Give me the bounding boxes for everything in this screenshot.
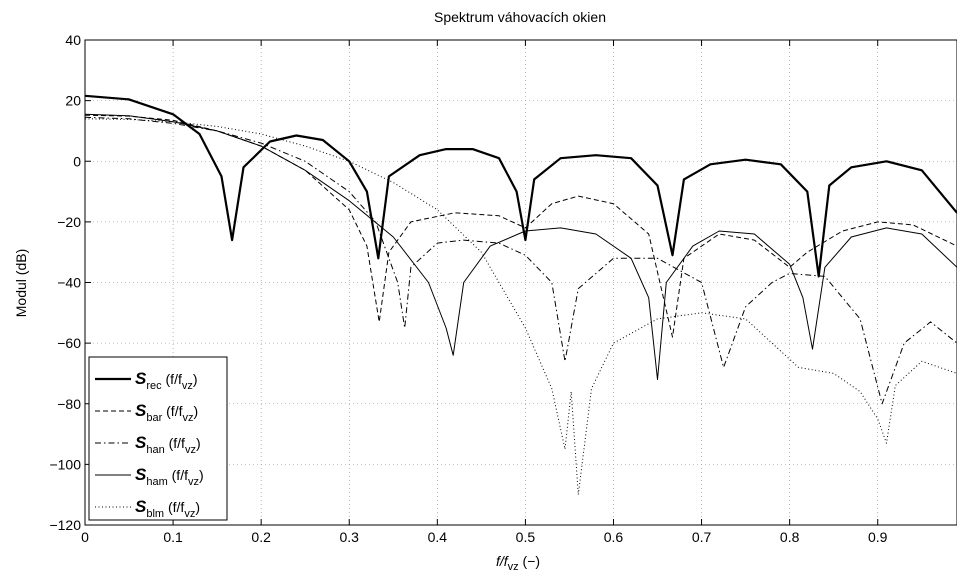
legend-box [88,356,228,521]
x-tick-label: 0.8 [780,529,800,545]
y-tick-label: 0 [73,153,81,169]
series-line-ham [84,113,957,380]
x-tick-label: 0.7 [692,529,712,545]
x-tick-label: 0.9 [868,529,888,545]
x-axis-label-sub: vz [508,561,519,573]
x-axis-label-main: f/f [496,553,510,569]
series-line-bar [84,114,957,338]
y-tick-label: −20 [57,214,81,230]
chart-title: Spektrum váhovacích okien [434,9,606,25]
x-axis-label: f/fvz (−) [496,553,540,573]
x-tick-label: 0.6 [604,529,624,545]
series-line-han [84,116,957,405]
y-tick-label: −60 [57,335,81,351]
y-tick-label: −80 [57,396,81,412]
series-line-rec [84,94,957,278]
y-axis-label: Modul (dB) [13,249,29,317]
y-tick-label: 40 [65,32,81,48]
x-tick-label: 0.5 [516,529,536,545]
legend: Srec (f/fvz) Sbar (f/fvz) Shan (f/fvz) Sham… [88,356,228,521]
y-tick-label: 20 [65,93,81,109]
x-tick-label: 0.1 [163,529,183,545]
x-tick-label: 0.2 [251,529,271,545]
series-layer [84,94,957,496]
x-tick-label: 0.4 [428,529,448,545]
legend-entry-han: Shan (f/fvz) [135,433,201,456]
legend-entry-bar: Sbar (f/fvz) [135,401,198,424]
legend-entry-rec: Srec (f/fvz) [135,369,198,392]
x-tick-label: 0 [81,529,89,545]
legend-entry-ham: Sham (f/fvz) [135,465,204,488]
x-axis-label-suffix: (−) [519,553,540,569]
ticks: 0 0.1 0.2 0.3 0.4 0.5 0.6 0.7 0.8 0.9 40 20 0 −20 −40 −… [49,32,887,545]
y-tick-label: −120 [49,517,81,533]
y-tick-label: −40 [57,275,81,291]
y-tick-label: −100 [49,456,81,472]
x-tick-label: 0.3 [340,529,360,545]
legend-entry-blm: Sblm (f/fvz) [135,497,200,520]
